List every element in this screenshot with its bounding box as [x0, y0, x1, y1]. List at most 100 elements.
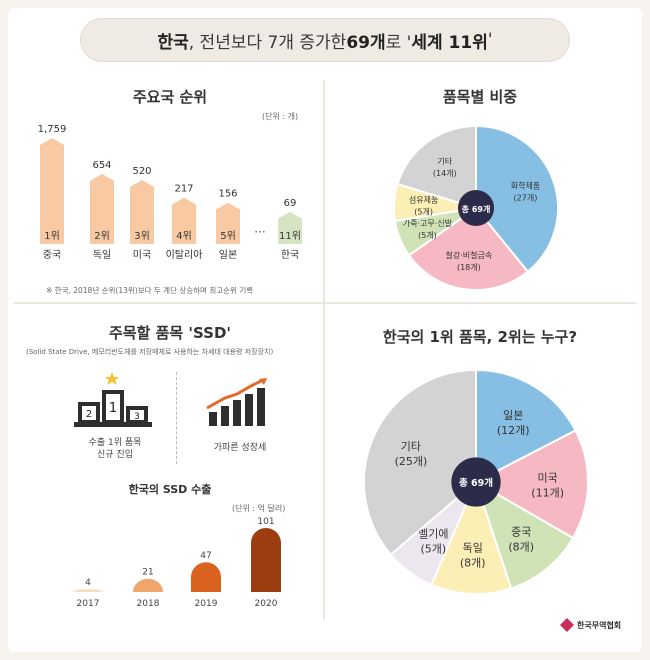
title-prefix: 한국 [157, 32, 189, 53]
title-end: ' [487, 30, 493, 50]
bar-value-label-1: 654 [92, 160, 111, 171]
bar-rank-label-5: 11위 [279, 229, 301, 242]
ssd-bar-value-label-1: 21 [142, 568, 153, 578]
bar-category-label-2: 미국 [133, 249, 151, 261]
bar-value-label-4: 156 [218, 189, 237, 200]
ranking-note: ※ 한국, 2018년 순위(13위)보다 두 계단 상승하며 최고순위 기록 [46, 286, 254, 295]
ssd-export-unit: (단위 : 억 달러) [232, 504, 286, 513]
podium-label-1: 1 [109, 401, 117, 416]
ssd-bar-category-label-0: 2017 [77, 599, 100, 609]
ssd-bar-category-label-3: 2020 [255, 599, 278, 609]
pie-value-label-4: (5개) [420, 543, 446, 556]
pie-label-0: 화학제품 [511, 180, 540, 190]
icon1-label-line2: 신규 진입 [97, 450, 133, 460]
pie-value-label-0: (27개) [514, 192, 538, 202]
ssd-title: 주목할 품목 'SSD' [108, 324, 231, 342]
horizontal-divider [14, 302, 636, 304]
category-pie-chart: 화학제품 (27개) 철강·비철금속 (18개) 가죽·고무·신발 (5개) 섬유제품 (5개… [393, 124, 559, 291]
korea-top-title: 한국의 1위 품목, 2위는 누구? [382, 328, 578, 346]
pie-center-circle [451, 457, 501, 507]
pie-value-label-3: (5개) [414, 206, 433, 216]
bar-value-label-5: 69 [284, 198, 297, 209]
ssd-export-bar-chart: 4 2017 21 2018 47 2019 101 2020 [73, 517, 281, 609]
ssd-bar-category-label-1: 2018 [137, 599, 160, 609]
pie-center-label: 총 69개 [462, 204, 491, 214]
bar-5 [278, 211, 302, 244]
category-share-title: 품목별 비중 [442, 88, 518, 106]
title-suffix: 로 ' [385, 32, 412, 53]
bar-category-label-3: 이탈리아 [166, 248, 203, 261]
pie-slice-4 [396, 124, 477, 210]
pie-slice-0 [475, 368, 577, 484]
pie-value-label-1: (11개) [531, 487, 564, 500]
pie-label-3: 섬유제품 [409, 194, 438, 204]
pie-slice-3 [430, 479, 513, 595]
logo-text: 한국무역협회 [577, 621, 622, 630]
pie-label-4: 벨기에 [418, 528, 448, 541]
title-rank: 세계 11위 [411, 32, 488, 53]
icon1-label-line1: 수출 1위 품목 [88, 438, 142, 448]
bar-value-label-3: 217 [174, 184, 193, 195]
title-middle: , 전년보다 7개 증가한 [188, 32, 347, 53]
pie-label-3: 독일 [463, 541, 483, 555]
ssd-bar-3 [251, 528, 281, 592]
pie-value-label-2: (8개) [508, 541, 534, 554]
pie-label-0: 일본 [503, 408, 523, 422]
logo-icon [560, 618, 574, 632]
pie-label-5: 기타 [401, 440, 421, 453]
pie-slice-1 [407, 206, 530, 291]
pie-slice-1 [473, 429, 589, 540]
pie-label-1: 미국 [538, 472, 558, 485]
bar-2 [130, 179, 154, 244]
ssd-subtitle: (Solid State Drive, 메모리반도체를 저장매체로 사용하는 차… [26, 348, 274, 356]
pie-label-1: 철강·비철금속 [446, 250, 493, 260]
bar-value-label-2: 520 [132, 166, 151, 177]
bar-category-label-4: 일본 [219, 249, 237, 261]
icon2-label: 가파른 성장세 [213, 443, 267, 453]
pie-value-label-5: (25개) [395, 455, 428, 468]
bar-rank-label-0: 1위 [44, 229, 60, 242]
ssd-bar-1 [133, 578, 163, 592]
ranking-title: 주요국 순위 [132, 88, 208, 106]
podium-label-3: 3 [134, 412, 140, 422]
podium-label-2: 2 [86, 409, 92, 420]
ssd-bar-value-label-0: 4 [85, 578, 91, 588]
title-count: 69개 [346, 32, 386, 53]
pie-center-label: 총 69개 [459, 477, 493, 489]
pie-label-2: 중국 [511, 526, 531, 539]
bar-1 [90, 173, 114, 244]
ssd-bar-value-label-2: 47 [200, 551, 211, 561]
pie-label-2: 가죽·고무·신발 [403, 218, 453, 228]
korea-top-pie-chart: 일본 (12개) 미국 (11개) 중국 (8개) 독일 (8개) 벨기에 (5개) 기타 (25개)… [363, 368, 589, 595]
pie-value-label-3: (8개) [460, 557, 486, 570]
bar-rank-label-1: 2위 [94, 229, 110, 242]
pie-slice-2 [474, 479, 575, 590]
pie-value-label-1: (18개) [457, 262, 481, 272]
bar-3 [172, 197, 196, 244]
ranking-unit: (단위 : 개) [262, 112, 299, 121]
pie-label-4: 기타 [437, 157, 452, 166]
ssd-bar-value-label-3: 101 [257, 517, 274, 527]
bar-category-label-5: 한국 [281, 249, 299, 261]
podium-icon: 2 1 3 [74, 372, 152, 427]
pie-value-label-0: (12개) [497, 424, 530, 437]
bar-4 [216, 202, 240, 244]
bar-0 [40, 138, 64, 244]
pie-center-circle [457, 189, 495, 227]
pie-slice-5 [363, 368, 477, 557]
bar-category-label-1: 독일 [93, 249, 111, 261]
growth-chart-icon [206, 378, 267, 426]
pie-value-label-2: (5개) [418, 230, 437, 240]
page-title: 한국 , 전년보다 7개 증가한 69개 로 ' 세계 11위 ' [80, 18, 570, 62]
bar-rank-label-4: 5위 [220, 229, 236, 242]
vertical-divider [323, 80, 325, 620]
ssd-bar-0 [73, 589, 103, 592]
pie-slice-0 [475, 124, 559, 274]
ssd-bar-category-label-2: 2019 [195, 599, 218, 609]
bar-category-label-0: 중국 [43, 249, 61, 261]
ssd-icon-divider [176, 372, 177, 464]
bar-rank-label-2: 3위 [134, 229, 150, 242]
bar-value-label-0: 1,759 [38, 124, 67, 135]
ssd-bar-2 [191, 562, 221, 592]
